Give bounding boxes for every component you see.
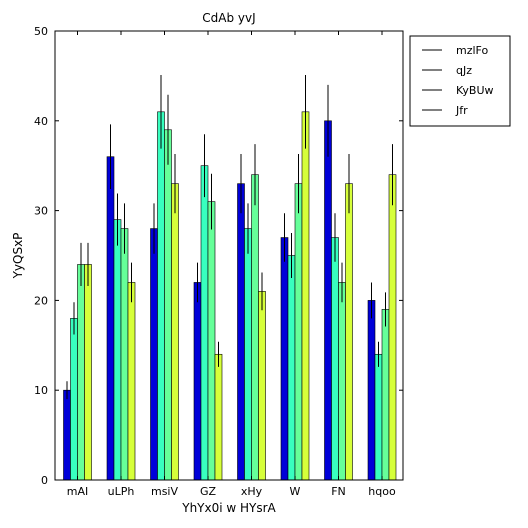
bar-qJz-xHy (244, 228, 252, 481)
bar-KyBUw-GZ (207, 201, 216, 481)
y-tick-label: 10 (34, 384, 48, 397)
bar-mzlFo-FN (324, 120, 332, 481)
y-tick-label: 30 (34, 205, 48, 218)
bar-Jfr-hqoo (388, 174, 397, 481)
bar-qJz-GZ (200, 165, 209, 481)
bar-mzlFo-hqoo (367, 300, 376, 481)
y-tick-label: 0 (41, 474, 48, 487)
x-tick-label: hqoo (368, 485, 396, 498)
x-tick-label: mAI (67, 485, 88, 498)
bar-KyBUw-mAI (77, 264, 85, 481)
x-tick-label: uLPh (108, 485, 135, 498)
bar-KyBUw-W (294, 183, 303, 481)
bar-mzlFo-uLPh (106, 156, 115, 481)
plot-frame (54, 30, 404, 481)
y-tick-label: 20 (34, 294, 48, 307)
bar-mzlFo-mAI (63, 389, 71, 481)
bar-qJz-hqoo (374, 353, 383, 481)
chart-title: CdAb yvJ (202, 11, 255, 25)
bar-mzlFo-msiV (150, 228, 158, 481)
legend-label-KyBUw: KyBUw (456, 84, 494, 97)
x-tick-label: GZ (200, 485, 217, 498)
y-tick-label: 40 (34, 115, 48, 128)
bar-KyBUw-FN (338, 282, 346, 481)
x-tick-label: msiV (151, 485, 179, 498)
bar-mzlFo-W (280, 237, 289, 481)
bar-Jfr-W (301, 111, 310, 481)
bar-qJz-W (287, 255, 296, 481)
x-tick-label: xHy (241, 485, 263, 498)
bar-Jfr-FN (345, 183, 353, 481)
bar-Jfr-uLPh (127, 282, 136, 481)
bar-Jfr-msiV (171, 183, 179, 481)
bar-mzlFo-GZ (193, 282, 202, 481)
x-tick-label: W (290, 485, 301, 498)
legend-label-Jfr: Jfr (455, 104, 468, 117)
bar-qJz-mAI (70, 318, 78, 481)
bar-mzlFo-xHy (237, 183, 245, 481)
bar-Jfr-xHy (258, 291, 266, 481)
bar-qJz-msiV (157, 111, 165, 481)
bar-KyBUw-xHy (251, 174, 259, 481)
error-bars-layer (66, 75, 393, 400)
y-tick-label: 50 (34, 25, 48, 38)
bar-qJz-FN (331, 237, 339, 481)
bar-Jfr-mAI (84, 264, 92, 481)
bar-Jfr-GZ (214, 353, 223, 481)
x-tick-label: FN (331, 485, 346, 498)
bar-KyBUw-hqoo (381, 309, 390, 481)
x-axis-label: YhYx0i w HYsrA (181, 501, 276, 515)
bar-KyBUw-uLPh (120, 228, 129, 481)
legend-label-mzlFo: mzlFo (456, 44, 488, 57)
ticks-layer: mAI uLPh msiV GZ xHy W FN hqoo 0 10 20 30 40 50 (34, 25, 403, 498)
legend-box (409, 35, 511, 127)
y-axis-label: YyQSxP (11, 233, 25, 280)
bar-KyBUw-msiV (164, 129, 172, 481)
legend: mzlFo qJz KyBUw Jfr (409, 35, 511, 127)
bar-qJz-uLPh (113, 219, 122, 481)
legend-label-qJz: qJz (456, 64, 472, 77)
